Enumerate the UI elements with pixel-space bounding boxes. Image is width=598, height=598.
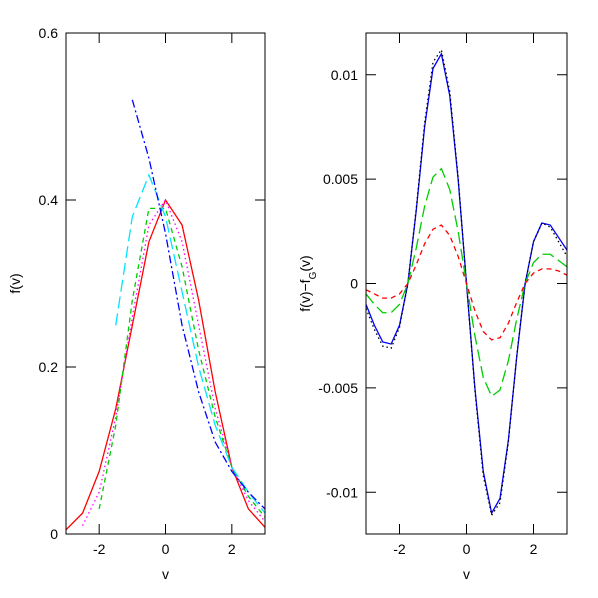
- panel: -2 0 2 0 0.2 0.4 0.6 v f(v): [7, 25, 266, 582]
- axes-frame: [65, 32, 266, 535]
- y-axis-label: f(v)−fG(v): [297, 255, 319, 311]
- y-axis-label: f(v): [7, 273, 23, 293]
- y-tick-label: 0.2: [39, 359, 59, 375]
- x-tick-label: -2: [93, 541, 106, 557]
- series-line: [131, 99, 265, 510]
- y-axis-label-part: f(v)−f: [297, 279, 313, 311]
- x-tick-label: 2: [530, 541, 538, 557]
- y-tick-label: -0.01: [326, 484, 358, 500]
- y-tick-label: 0: [350, 276, 358, 292]
- x-axis-label: v: [162, 566, 169, 582]
- panel: -2 0 2 -0.01 -0.005 0 0.005 0.01 v f(v)−fG(v): [297, 32, 568, 582]
- x-tick-label: -2: [393, 541, 406, 557]
- series-line: [115, 173, 265, 514]
- y-tick-label: 0.4: [39, 192, 59, 208]
- y-tick-label: 0.6: [39, 25, 59, 41]
- x-axis-label: v: [463, 566, 470, 582]
- y-axis-label-part: G: [308, 271, 319, 279]
- y-tick-label: -0.005: [318, 380, 358, 396]
- series-line: [366, 224, 567, 341]
- plot-area: [366, 48, 567, 517]
- x-tick-label: 0: [162, 541, 170, 557]
- y-axis-label-part: f(v): [7, 273, 23, 293]
- x-tick-label: 2: [228, 541, 236, 557]
- y-tick-label: 0.005: [323, 171, 358, 187]
- y-axis-label-part: (v): [297, 255, 313, 271]
- x-tick-label: 0: [463, 541, 471, 557]
- series-line: [66, 198, 265, 531]
- plot-area: [66, 99, 265, 531]
- y-tick-label: 0: [50, 526, 58, 542]
- series-line: [98, 207, 265, 518]
- y-tick-label: 0.01: [331, 67, 358, 83]
